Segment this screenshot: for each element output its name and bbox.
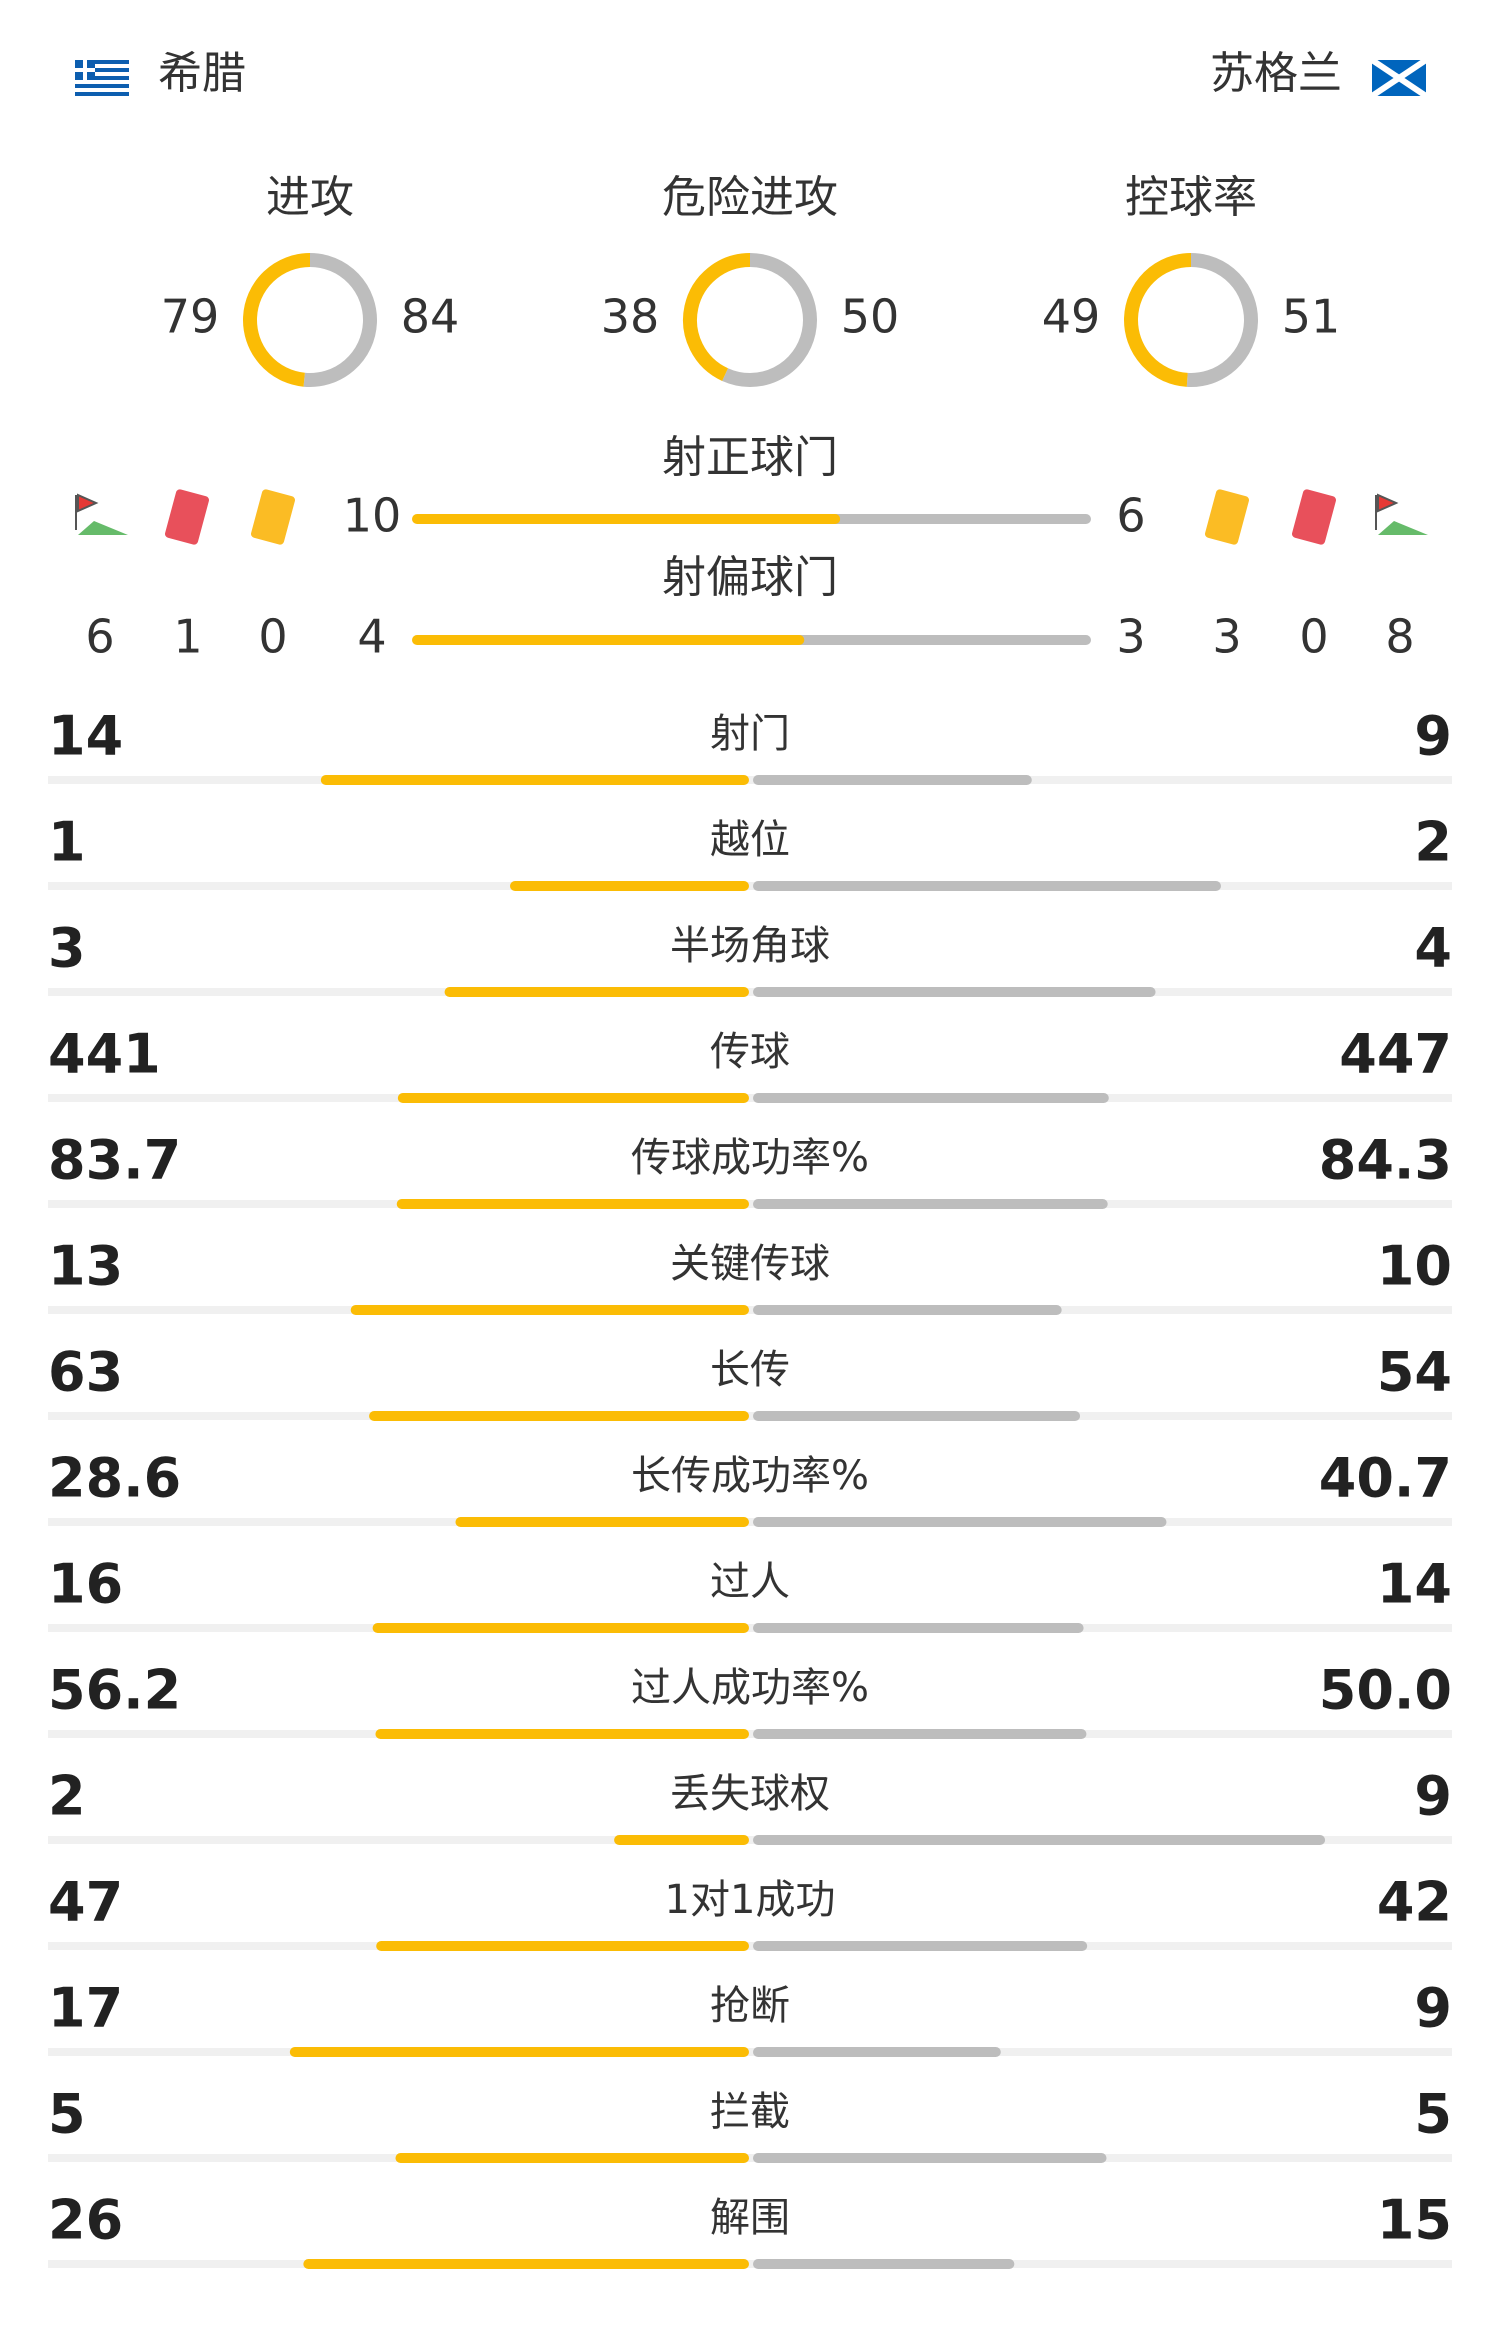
discipline-count: 0 [1299, 610, 1328, 664]
greece-flag [75, 60, 129, 96]
stat-name: 丢失球权 [670, 1771, 830, 1817]
shot-title: 射正球门 [662, 432, 838, 483]
away-value: 84.3 [1319, 1129, 1452, 1192]
home-value: 4 [357, 610, 386, 664]
home-value: 441 [48, 1023, 161, 1086]
shot-title: 射偏球门 [662, 552, 838, 603]
away-value: 40.7 [1319, 1447, 1452, 1510]
away-value: 2 [1414, 811, 1452, 874]
home-value: 5 [48, 2083, 86, 2146]
home-value: 10 [343, 489, 402, 543]
discipline-count: 0 [258, 610, 287, 664]
stat-name: 长传成功率% [631, 1453, 869, 1499]
home-value: 3 [48, 917, 86, 980]
home-value: 1 [48, 811, 86, 874]
away-value: 51 [1282, 290, 1341, 344]
home-value: 47 [48, 1871, 123, 1934]
home-value: 14 [48, 705, 123, 768]
stat-name: 1对1成功 [665, 1877, 836, 1923]
home-value: 56.2 [48, 1659, 181, 1722]
stat-name: 越位 [710, 817, 790, 863]
home-value: 2 [48, 1765, 86, 1828]
away-value: 9 [1414, 1765, 1452, 1828]
home-value: 17 [48, 1977, 123, 2040]
away-value: 4 [1414, 917, 1452, 980]
away-value: 50 [841, 290, 900, 344]
donut-title: 危险进攻 [662, 172, 838, 223]
home-value: 49 [1042, 290, 1101, 344]
away-arc [722, 253, 817, 387]
stat-name: 拦截 [710, 2089, 790, 2135]
home-value: 79 [161, 290, 220, 344]
discipline-icons [75, 489, 1428, 545]
away-value: 42 [1377, 1871, 1452, 1934]
stat-name: 过人成功率% [631, 1665, 869, 1711]
home-value: 16 [48, 1553, 123, 1616]
away-value: 6 [1116, 489, 1145, 543]
corner-icon [75, 493, 128, 535]
stat-name: 抢断 [710, 1983, 790, 2029]
away-value: 5 [1414, 2083, 1452, 2146]
home-value: 63 [48, 1341, 123, 1404]
home-arc [243, 253, 311, 387]
away-value: 54 [1377, 1341, 1452, 1404]
home-value: 28.6 [48, 1447, 181, 1510]
discipline-count: 1 [173, 610, 202, 664]
home-arc [1124, 253, 1192, 387]
donut-title: 控球率 [1125, 172, 1257, 223]
away-value: 50.0 [1319, 1659, 1452, 1722]
away-value: 84 [401, 290, 460, 344]
scotland-flag [1370, 57, 1428, 99]
donut-title: 进攻 [266, 172, 354, 223]
stat-name: 传球 [710, 1029, 790, 1075]
home-value: 13 [48, 1235, 123, 1298]
away-value: 447 [1339, 1023, 1452, 1086]
discipline-count: 8 [1385, 610, 1414, 664]
away-value: 9 [1414, 1977, 1452, 2040]
stat-name: 关键传球 [670, 1241, 830, 1287]
away-arc [1186, 253, 1258, 387]
stat-name: 长传 [710, 1347, 790, 1393]
away-arc [303, 253, 377, 387]
discipline-count: 3 [1212, 610, 1241, 664]
corner-icon [1375, 493, 1428, 535]
stat-name: 半场角球 [670, 923, 830, 969]
away-value: 14 [1377, 1553, 1452, 1616]
away-team: 苏格兰 [1210, 48, 1342, 99]
home-arc [683, 253, 751, 381]
away-value: 9 [1414, 705, 1452, 768]
home-team: 希腊 [158, 48, 246, 99]
stat-name: 射门 [710, 711, 790, 757]
away-value: 3 [1116, 610, 1145, 664]
home-value: 26 [48, 2189, 123, 2252]
home-value: 83.7 [48, 1129, 181, 1192]
stat-name: 解围 [710, 2195, 790, 2241]
home-value: 38 [601, 290, 660, 344]
stat-name: 过人 [710, 1559, 790, 1605]
discipline-count: 6 [85, 610, 114, 664]
stat-name: 传球成功率% [631, 1135, 869, 1181]
away-value: 15 [1377, 2189, 1452, 2252]
away-value: 10 [1377, 1235, 1452, 1298]
